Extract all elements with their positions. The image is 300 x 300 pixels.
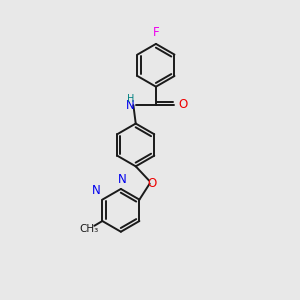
- Text: N: N: [126, 99, 134, 112]
- Text: CH₃: CH₃: [79, 224, 99, 234]
- Text: O: O: [148, 177, 157, 190]
- Text: H: H: [127, 94, 134, 103]
- Text: N: N: [118, 173, 126, 186]
- Text: O: O: [178, 98, 188, 111]
- Text: F: F: [153, 26, 159, 39]
- Text: N: N: [92, 184, 101, 197]
